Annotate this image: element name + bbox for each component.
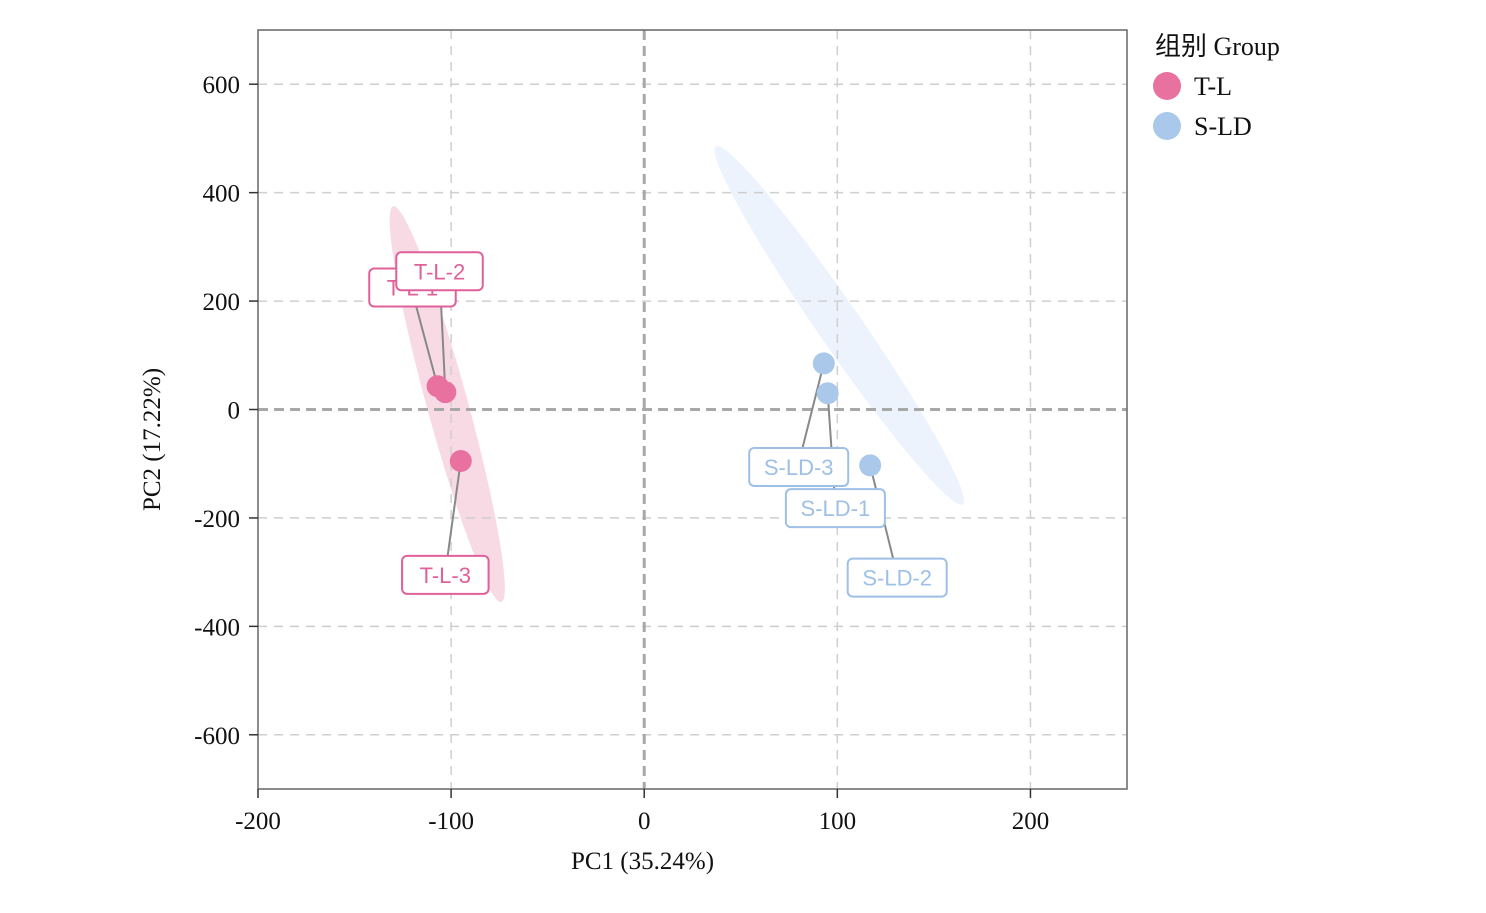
y-tick-label: 200 <box>203 289 241 316</box>
legend-label-s-ld: S-LD <box>1194 112 1252 141</box>
point-s-ld-1 <box>816 382 839 405</box>
label-box-s-ld-1: S-LD-1 <box>784 488 886 529</box>
legend-title: 组别 Group <box>1155 32 1280 61</box>
label-leader-lines <box>415 290 895 559</box>
label-box-t-l-2: T-L-2 <box>395 251 484 292</box>
leader-line <box>446 460 462 556</box>
ellipse-s-ld <box>714 146 965 505</box>
label-box <box>846 557 948 598</box>
x-axis-title: PC1 (35.24%) <box>571 848 714 875</box>
x-tick-label: 100 <box>819 808 857 835</box>
point-label: T-L-2 <box>414 259 465 284</box>
label-box-t-l-3: T-L-3 <box>401 554 490 595</box>
gridlines <box>258 30 1127 789</box>
point-t-l-2 <box>434 381 457 404</box>
data-points <box>426 352 882 477</box>
axis-ticks: -200 -100 0 100 200 -600 -400 -200 0 200 400 600 <box>194 72 1049 835</box>
x-tick-label: -200 <box>235 808 281 835</box>
point-label: T-L-3 <box>420 563 471 588</box>
point-s-ld-2 <box>859 454 882 477</box>
leader-line <box>801 363 825 449</box>
label-box <box>395 251 484 292</box>
x-tick-label: 200 <box>1012 808 1050 835</box>
y-tick-label: -600 <box>194 723 240 750</box>
label-box-s-ld-2: S-LD-2 <box>846 557 948 598</box>
label-box-s-ld-3: S-LD-3 <box>748 446 850 487</box>
confidence-ellipses <box>389 146 965 603</box>
leader-line <box>415 306 439 387</box>
x-tick-label: -100 <box>428 808 474 835</box>
y-axis-title: PC2 (17.22%) <box>139 368 166 511</box>
y-tick-label: -200 <box>194 506 240 533</box>
y-tick-label: 0 <box>228 398 241 425</box>
y-tick-label: 600 <box>203 72 241 99</box>
point-labels: T-L-1T-L-2T-L-3S-LD-1S-LD-2S-LD-3 <box>368 251 948 598</box>
y-tick-label: -400 <box>194 614 240 641</box>
x-tick-label: 0 <box>638 808 651 835</box>
y-tick-label: 400 <box>203 181 241 208</box>
label-box <box>784 488 886 529</box>
point-s-ld-3 <box>812 352 835 375</box>
label-box <box>401 554 490 595</box>
legend: 组别 Group T-L S-LD <box>1153 32 1280 141</box>
legend-label-t-l: T-L <box>1194 72 1232 101</box>
legend-marker-s-ld <box>1153 112 1181 140</box>
legend-marker-t-l <box>1153 72 1181 100</box>
point-label: S-LD-2 <box>862 566 932 591</box>
point-label: S-LD-3 <box>764 455 834 480</box>
label-box <box>748 446 850 487</box>
point-t-l-3 <box>449 450 472 473</box>
point-label: S-LD-1 <box>801 496 871 521</box>
